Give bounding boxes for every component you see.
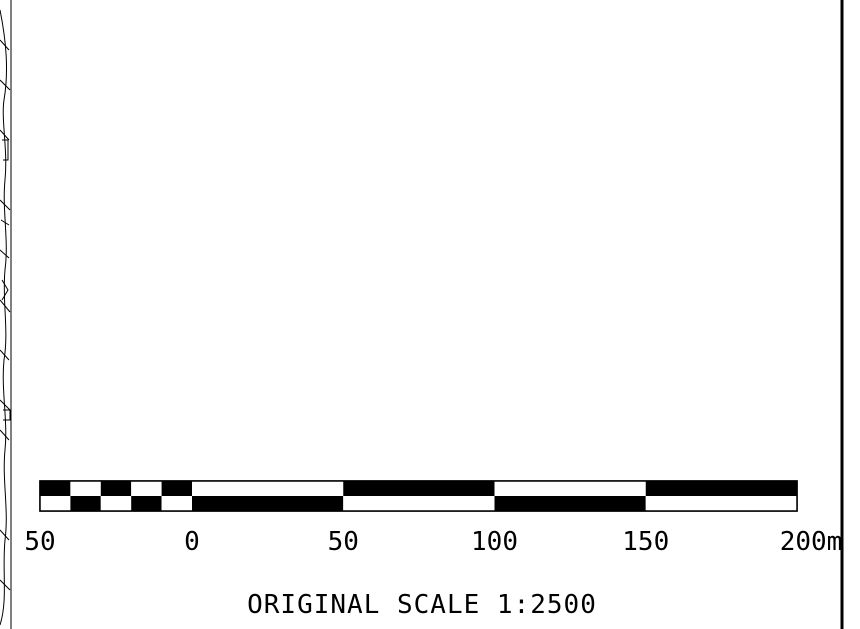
- scale-tick-label: 0: [184, 527, 200, 557]
- scale-bar-division: [645, 481, 797, 496]
- scale-bar-subdivision: [70, 481, 101, 496]
- scale-tick-label: 50: [328, 527, 359, 557]
- scale-bar-border: [39, 480, 798, 512]
- scale-bar-subdivision: [100, 496, 132, 511]
- scale-bar-subdivision: [161, 496, 192, 511]
- scale-tick-label: 100: [471, 527, 518, 557]
- scale-bar-division: [494, 481, 646, 496]
- scale-bar-subdivision: [40, 496, 71, 511]
- scale-bar-division: [494, 496, 646, 511]
- scale-bar-subdivision: [131, 496, 162, 511]
- scale-bar-subdivision: [100, 481, 132, 496]
- scale-bar-subdivision: [40, 481, 71, 496]
- scale-bar: [39, 480, 798, 512]
- scale-caption: ORIGINAL SCALE 1:2500: [247, 590, 597, 620]
- scale-bar-subdivision: [161, 481, 192, 496]
- scale-tick-label: 150: [622, 527, 669, 557]
- scale-bar-division: [192, 481, 344, 496]
- scale-bar-division: [343, 481, 495, 496]
- scale-bar-division: [343, 496, 495, 511]
- scale-bar-division: [645, 496, 797, 511]
- scale-tick-labels: 50 0 50 100 150 200m: [24, 527, 842, 557]
- scale-tick-label: 50: [24, 527, 55, 557]
- scale-bar-subdivision: [70, 496, 101, 511]
- scale-tick-label: 200m: [780, 527, 843, 557]
- scale-bar-division: [192, 496, 344, 511]
- scale-bar-subdivision: [131, 481, 162, 496]
- map-linework: [0, 0, 12, 629]
